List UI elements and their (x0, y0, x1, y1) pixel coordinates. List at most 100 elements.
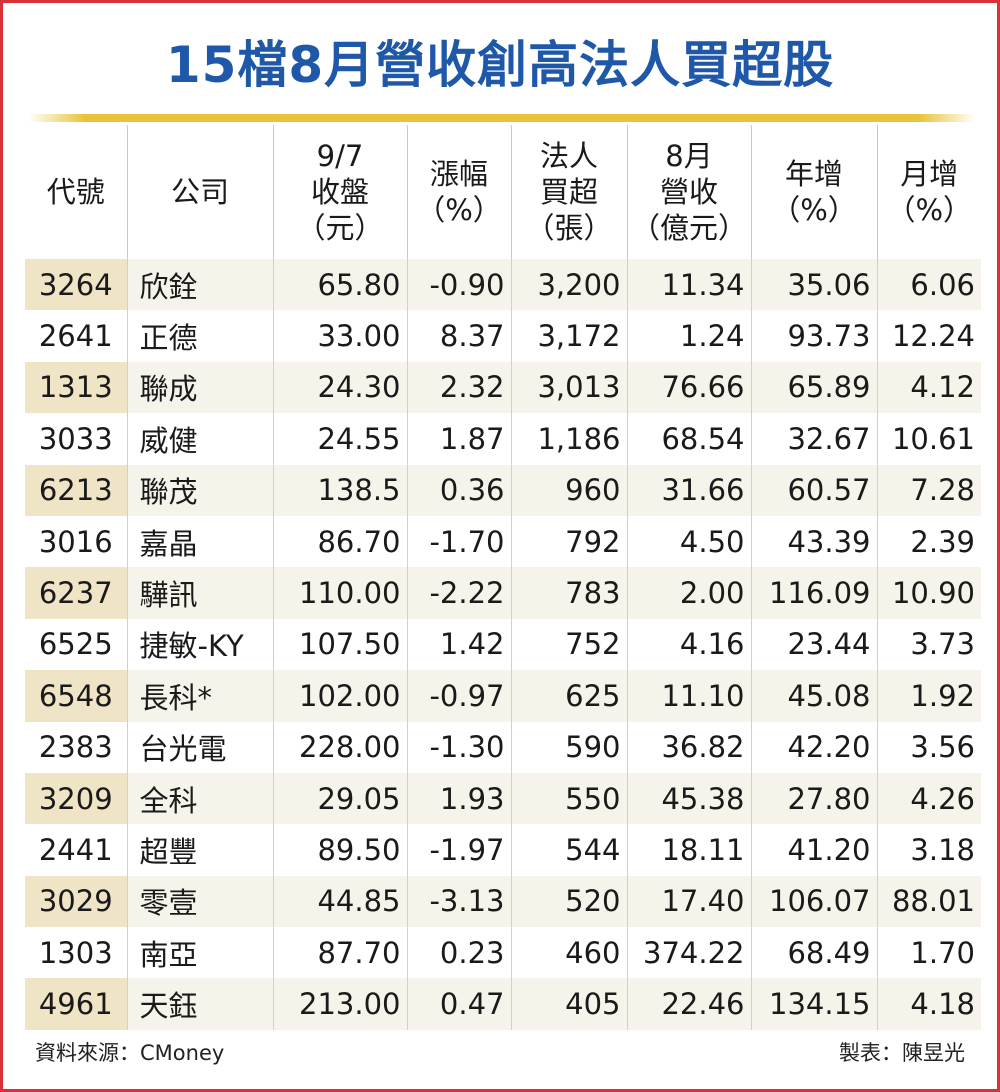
mom-pct-cell: 10.90 (876, 567, 981, 619)
change-pct-cell: 0.36 (406, 464, 511, 516)
stock-code-cell: 3016 (38, 524, 113, 559)
company-name-cell: 聯成 (126, 361, 273, 414)
net-buy-cell: 520 (510, 875, 627, 928)
yoy-pct-cell: 68.49 (750, 927, 877, 979)
company-name-cell: 威健 (126, 413, 273, 465)
net-buy-cell: 3,200 (510, 259, 627, 311)
net-buy-cell: 550 (510, 772, 627, 825)
header-row: 代號 公司 9/7 收盤 （元） 漲幅 （%） 法人 買超 （張） (25, 125, 981, 259)
header-line: （%） (771, 193, 857, 227)
company-name-cell: 正德 (126, 310, 273, 362)
company-name-cell: 驊訊 (126, 567, 273, 619)
revenue-cell: 374.22 (626, 927, 751, 979)
table-row: 6548 長科* 102.00 -0.97 625 11.10 45.08 1.92 (25, 670, 981, 722)
mom-pct-cell: 1.70 (876, 927, 981, 979)
header-change: 漲幅 （%） (406, 125, 511, 259)
header-line: 代號 (46, 175, 105, 209)
revenue-cell: 18.11 (626, 824, 751, 876)
table-row: 3033 威健 24.55 1.87 1,186 68.54 32.67 10.61 (25, 413, 981, 465)
company-name-cell: 長科* (126, 670, 273, 722)
change-pct-cell: -1.30 (406, 721, 511, 773)
yoy-pct-cell: 134.15 (750, 978, 877, 1030)
header-line: 公司 (170, 175, 229, 209)
stock-code-cell: 3033 (38, 421, 113, 456)
change-pct-cell: 8.37 (406, 310, 511, 362)
header-line: 漲幅 (429, 157, 488, 191)
close-price-cell: 86.70 (272, 515, 407, 568)
mom-pct-cell: 88.01 (876, 875, 981, 928)
net-buy-cell: 544 (510, 824, 627, 876)
close-price-cell: 228.00 (272, 721, 407, 773)
mom-pct-cell: 12.24 (876, 310, 981, 362)
header-line: 法人 (539, 139, 598, 173)
revenue-cell: 22.46 (626, 978, 751, 1030)
yoy-pct-cell: 35.06 (750, 259, 877, 311)
stock-code-cell: 6237 (25, 567, 127, 619)
header-company: 公司 (126, 125, 273, 259)
table-row: 6237 驊訊 110.00 -2.22 783 2.00 116.09 10.90 (25, 567, 981, 619)
revenue-cell: 17.40 (626, 875, 751, 928)
stock-code-cell: 3029 (25, 875, 127, 928)
header-line: （%） (416, 193, 502, 227)
change-pct-cell: 1.42 (406, 618, 511, 671)
close-price-cell: 107.50 (272, 618, 407, 671)
yoy-pct-cell: 60.57 (750, 464, 877, 516)
net-buy-cell: 1,186 (510, 413, 627, 465)
change-pct-cell: 2.32 (406, 361, 511, 414)
yoy-pct-cell: 41.20 (750, 824, 877, 876)
stock-code-cell: 2641 (38, 319, 113, 354)
table-row: 2383 台光電 228.00 -1.30 590 36.82 42.20 3.56 (25, 721, 981, 773)
chart-title: 15檔8月營收創高法人買超股 (165, 36, 835, 94)
company-name-cell: 全科 (126, 772, 273, 825)
close-price-cell: 110.00 (272, 567, 407, 619)
mom-pct-cell: 3.73 (876, 618, 981, 671)
close-price-cell: 24.55 (272, 413, 407, 465)
header-yoy: 年增 （%） (750, 125, 877, 259)
revenue-cell: 2.00 (626, 567, 751, 619)
header-line: 買超 (539, 175, 598, 209)
revenue-cell: 4.16 (626, 618, 751, 671)
stock-code-cell: 1303 (38, 935, 113, 970)
yoy-pct-cell: 116.09 (750, 567, 877, 619)
table-body: 3264 欣銓 65.80 -0.90 3,200 11.34 35.06 6.06 2641 正… (25, 259, 981, 1030)
close-price-cell: 44.85 (272, 875, 407, 928)
net-buy-cell: 3,172 (510, 310, 627, 362)
change-pct-cell: 0.23 (406, 927, 511, 979)
net-buy-cell: 460 (510, 927, 627, 979)
table-row: 1313 聯成 24.30 2.32 3,013 76.66 65.89 4.12 (25, 361, 981, 414)
header-close-price: 9/7 收盤 （元） (272, 125, 407, 259)
revenue-cell: 11.34 (626, 259, 751, 311)
close-price-cell: 24.30 (272, 361, 407, 414)
mom-pct-cell: 3.56 (876, 721, 981, 773)
net-buy-cell: 783 (510, 567, 627, 619)
mom-pct-cell: 7.28 (876, 464, 981, 516)
table-row: 2641 正德 33.00 8.37 3,172 1.24 93.73 12.24 (25, 310, 981, 362)
company-name-cell: 台光電 (126, 721, 273, 773)
company-name-cell: 欣銓 (126, 259, 273, 311)
net-buy-cell: 590 (510, 721, 627, 773)
close-price-cell: 87.70 (272, 927, 407, 979)
yoy-pct-cell: 32.67 (750, 413, 877, 465)
net-buy-cell: 3,013 (510, 361, 627, 414)
table-row: 4961 天鈺 213.00 0.47 405 22.46 134.15 4.18 (25, 978, 981, 1030)
stock-code-cell: 3209 (25, 772, 127, 825)
stock-code-cell: 6525 (38, 627, 113, 662)
header-line: 收盤 (310, 175, 369, 209)
header-line: （億元） (630, 211, 747, 245)
yoy-pct-cell: 106.07 (750, 875, 877, 928)
table-row: 6213 聯茂 138.5 0.36 960 31.66 60.57 7.28 (25, 464, 981, 516)
close-price-cell: 138.5 (272, 464, 407, 516)
title-underline (28, 114, 976, 122)
table-row: 3264 欣銓 65.80 -0.90 3,200 11.34 35.06 6.06 (25, 259, 981, 311)
stock-code-cell: 1313 (25, 361, 127, 414)
header-mom: 月增 （%） (876, 125, 981, 259)
close-price-cell: 33.00 (272, 310, 407, 362)
table-row: 3029 零壹 44.85 -3.13 520 17.40 106.07 88.01 (25, 875, 981, 928)
company-name-cell: 天鈺 (126, 978, 273, 1030)
stock-code-cell: 6548 (25, 670, 127, 722)
stock-code-cell: 4961 (25, 978, 127, 1030)
yoy-pct-cell: 42.20 (750, 721, 877, 773)
close-price-cell: 89.50 (272, 824, 407, 876)
change-pct-cell: -1.97 (406, 824, 511, 876)
